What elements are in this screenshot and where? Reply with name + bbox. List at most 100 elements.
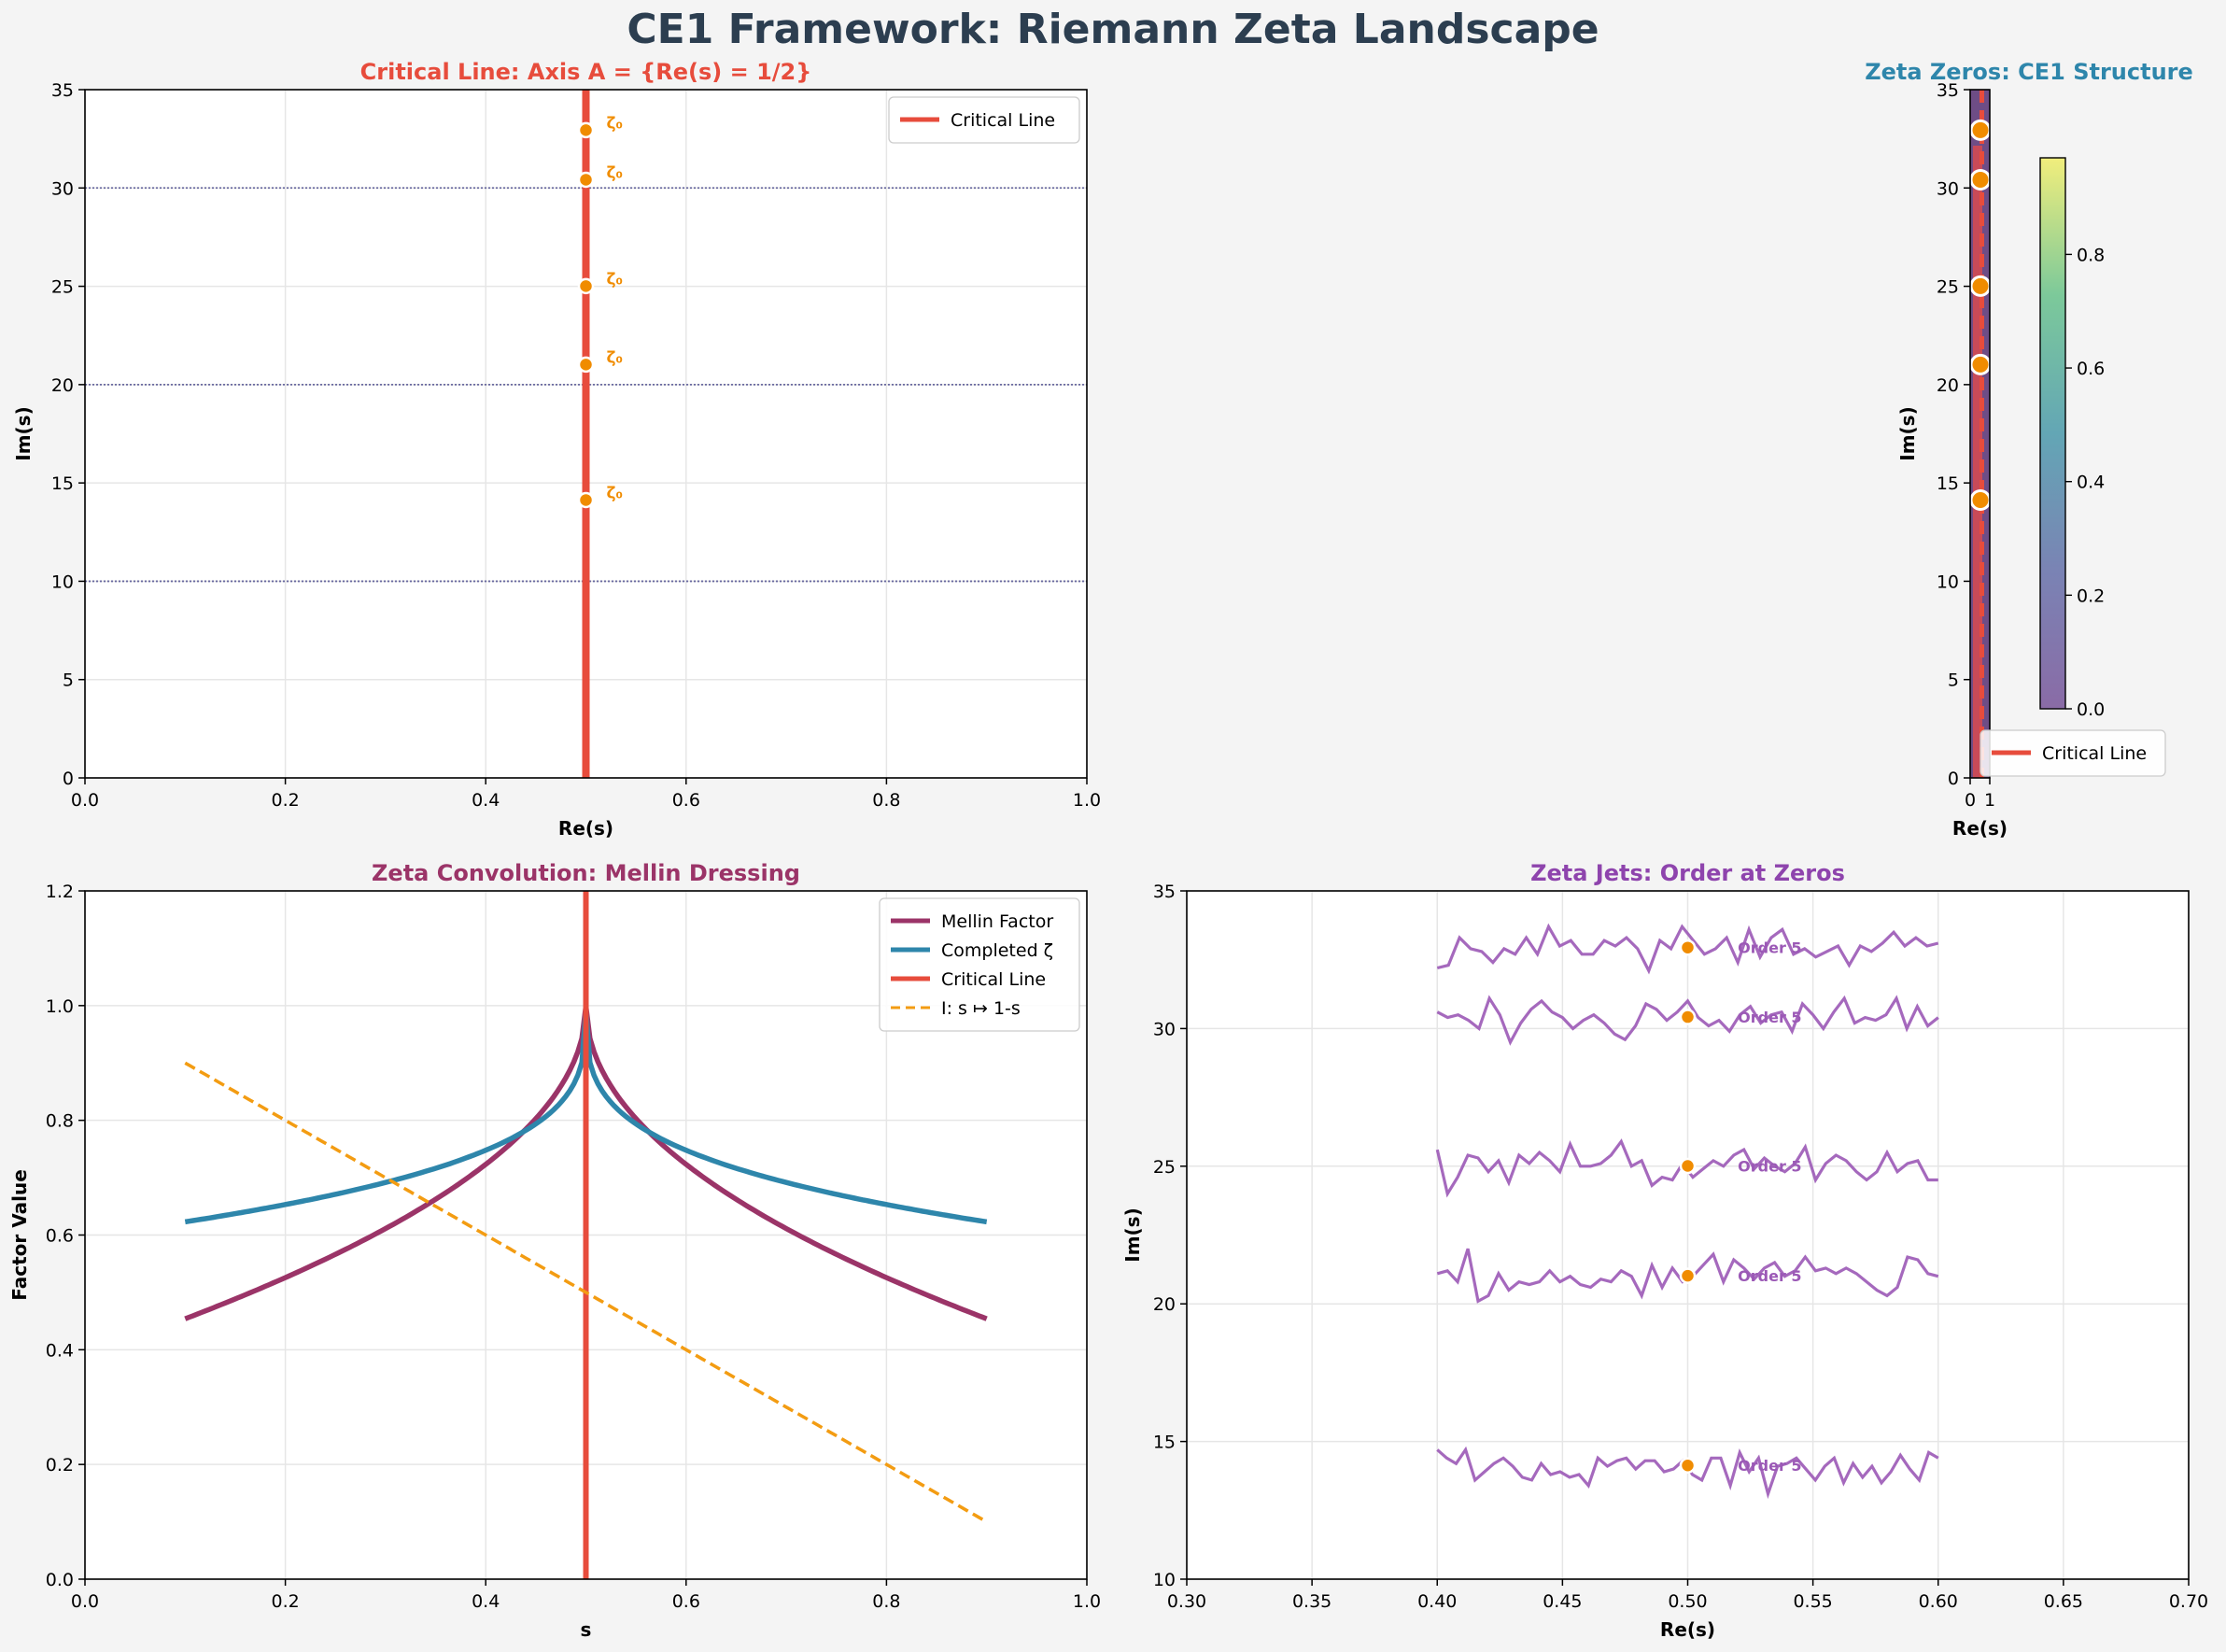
legend-label: I: s ↦ 1-s bbox=[941, 998, 1021, 1019]
colorbar bbox=[2039, 157, 2066, 710]
legend: Mellin Factor Completed ζ Critical Line I: … bbox=[879, 897, 1080, 1032]
panel-title: Zeta Convolution: Mellin Dressing bbox=[372, 860, 800, 886]
y-tick-label: 10 bbox=[1937, 572, 1959, 592]
y-tick-label: 35 bbox=[1153, 882, 1176, 902]
y-axis-label: Im(s) bbox=[12, 406, 35, 460]
y-tick-label: 25 bbox=[1937, 277, 1959, 298]
x-tick-label: 0.8 bbox=[872, 1591, 900, 1612]
zero-marker bbox=[1969, 488, 1992, 511]
x-axis-label: s bbox=[581, 1618, 592, 1641]
legend-label: Completed ζ bbox=[941, 940, 1053, 961]
x-tick-label: 0.35 bbox=[1292, 1591, 1331, 1612]
order-label: Order 5 bbox=[1738, 1267, 1801, 1285]
legend-box bbox=[879, 897, 1080, 1032]
y-tick-label: 0.6 bbox=[46, 1226, 74, 1247]
x-tick-label: 0.30 bbox=[1167, 1591, 1206, 1612]
x-tick-label: 0.4 bbox=[472, 790, 500, 811]
zero-marker bbox=[577, 121, 595, 139]
y-tick-label: 0 bbox=[63, 769, 74, 789]
order-label: Order 5 bbox=[1738, 1009, 1801, 1026]
zero-label: ζ₀ bbox=[607, 270, 624, 289]
x-tick-label: 0.50 bbox=[1668, 1591, 1707, 1612]
y-tick-label: 1.0 bbox=[46, 996, 74, 1017]
y-tick-label: 1.2 bbox=[46, 882, 74, 902]
x-tick-label: 0.40 bbox=[1417, 1591, 1457, 1612]
y-tick-label: 15 bbox=[1153, 1433, 1176, 1453]
x-tick-label: 0.70 bbox=[2169, 1591, 2208, 1612]
legend-label: Critical Line bbox=[941, 969, 1046, 990]
y-tick-label: 10 bbox=[51, 572, 74, 592]
jet-line bbox=[1436, 923, 1939, 975]
y-tick-label: 15 bbox=[1937, 473, 1959, 494]
y-axis-label: Im(s) bbox=[1896, 406, 1919, 460]
zero-marker bbox=[577, 171, 595, 189]
y-tick-label: 25 bbox=[51, 277, 74, 298]
x-tick-label: 0.8 bbox=[872, 790, 900, 811]
x-tick-label: 0 bbox=[1965, 790, 1976, 811]
order-label: Order 5 bbox=[1738, 939, 1801, 957]
y-axis-label: Factor Value bbox=[8, 1169, 31, 1301]
legend: Critical Line bbox=[1979, 729, 2166, 777]
x-tick-label: 0.2 bbox=[271, 790, 299, 811]
x-tick-label: 0.0 bbox=[71, 1591, 99, 1612]
colorbar-tick-label: 0.4 bbox=[2077, 473, 2105, 493]
zero-marker bbox=[577, 356, 595, 374]
zero-label: ζ₀ bbox=[607, 163, 624, 182]
x-axis-label: Re(s) bbox=[1660, 1618, 1715, 1641]
zero-marker bbox=[1969, 168, 1992, 191]
x-tick-label: 0.0 bbox=[71, 790, 99, 811]
order-label: Order 5 bbox=[1738, 1457, 1801, 1475]
y-tick-label: 25 bbox=[1153, 1157, 1176, 1178]
x-tick-label: 0.65 bbox=[2044, 1591, 2083, 1612]
legend: Critical Line bbox=[888, 96, 1080, 144]
zero-marker bbox=[577, 277, 595, 295]
legend-box bbox=[1979, 729, 2166, 777]
x-tick-label: 0.60 bbox=[1919, 1591, 1958, 1612]
legend-label: Critical Line bbox=[951, 110, 1055, 131]
x-tick-label: 1 bbox=[1984, 790, 1995, 811]
y-tick-label: 30 bbox=[1153, 1019, 1176, 1039]
panel-title: Zeta Zeros: CE1 Structure bbox=[1865, 59, 2193, 85]
y-tick-label: 0.4 bbox=[46, 1340, 74, 1361]
y-tick-label: 0.2 bbox=[46, 1455, 74, 1476]
colorbar-tick-label: 0.8 bbox=[2077, 245, 2105, 265]
zero-marker bbox=[1679, 1457, 1697, 1474]
legend-label: Critical Line bbox=[2042, 743, 2147, 764]
x-tick-label: 1.0 bbox=[1073, 1591, 1101, 1612]
x-tick-label: 0.2 bbox=[271, 1591, 299, 1612]
y-tick-label: 10 bbox=[1153, 1570, 1176, 1590]
x-tick-label: 0.55 bbox=[1793, 1591, 1832, 1612]
y-axis-label: Im(s) bbox=[1121, 1207, 1144, 1262]
panel-title: Zeta Jets: Order at Zeros bbox=[1530, 860, 1845, 886]
zero-marker bbox=[1969, 353, 1992, 375]
y-tick-label: 30 bbox=[51, 178, 74, 199]
panel-title: Critical Line: Axis A = {Re(s) = 1/2} bbox=[360, 59, 812, 85]
zero-label: ζ₀ bbox=[607, 484, 624, 502]
y-tick-label: 5 bbox=[63, 671, 74, 691]
y-tick-label: 20 bbox=[51, 375, 74, 396]
x-tick-label: 0.45 bbox=[1543, 1591, 1582, 1612]
series-line bbox=[184, 1061, 988, 1524]
zero-marker bbox=[1679, 1157, 1697, 1175]
y-tick-label: 0.8 bbox=[46, 1111, 74, 1132]
zero-marker bbox=[1679, 939, 1697, 956]
zero-marker bbox=[1679, 1009, 1697, 1025]
y-tick-label: 5 bbox=[1948, 671, 1959, 691]
zero-marker bbox=[1969, 275, 1992, 297]
x-tick-label: 1.0 bbox=[1073, 790, 1101, 811]
y-tick-label: 35 bbox=[1937, 80, 1959, 101]
legend-label: Mellin Factor bbox=[941, 911, 1053, 932]
y-tick-label: 0 bbox=[1948, 769, 1959, 789]
axes-frame bbox=[84, 89, 1088, 779]
x-tick-label: 0.4 bbox=[472, 1591, 500, 1612]
y-tick-label: 20 bbox=[1153, 1294, 1176, 1315]
zero-marker bbox=[1679, 1267, 1697, 1284]
jet-line bbox=[1436, 995, 1939, 1046]
x-tick-label: 0.6 bbox=[672, 790, 700, 811]
axes-frame bbox=[1969, 89, 1991, 779]
order-label: Order 5 bbox=[1738, 1158, 1801, 1176]
colorbar-tick-label: 0.2 bbox=[2077, 586, 2105, 606]
x-tick-label: 0.6 bbox=[672, 1591, 700, 1612]
figure-title: CE1 Framework: Riemann Zeta Landscape bbox=[627, 6, 1599, 53]
zero-label: ζ₀ bbox=[607, 114, 624, 133]
